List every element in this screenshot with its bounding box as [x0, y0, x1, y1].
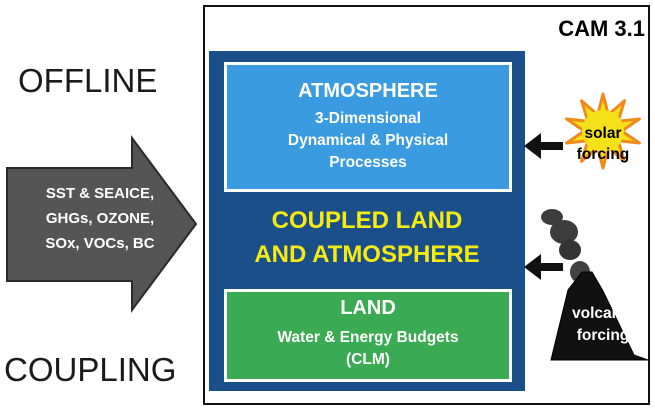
offline-label: OFFLINE — [18, 62, 158, 99]
coupled-land-atmosphere-label: COUPLED LAND AND ATMOSPHERE — [254, 207, 480, 268]
land-description: Water & Energy Budgets (CLM) — [277, 329, 459, 368]
atmosphere-title: ATMOSPHERE — [298, 80, 438, 102]
solar-forcing-label: solar forcing — [576, 125, 630, 163]
atmosphere-box — [224, 62, 512, 192]
volcanic-forcing-label: volcanic forcing — [571, 305, 635, 344]
model-name: CAM 3.1 — [558, 16, 645, 41]
land-box — [224, 289, 512, 382]
atmosphere-description: 3-Dimensional Dynamical & Physical Proce… — [287, 110, 449, 171]
prescribed-forcings-label: SST & SEAICE, GHGs, OZONE, SOx, VOCs, BC — [45, 185, 155, 252]
land-title: LAND — [340, 297, 396, 319]
input-arrow-shape — [6, 134, 198, 314]
coupling-label: COUPLING — [4, 351, 177, 388]
